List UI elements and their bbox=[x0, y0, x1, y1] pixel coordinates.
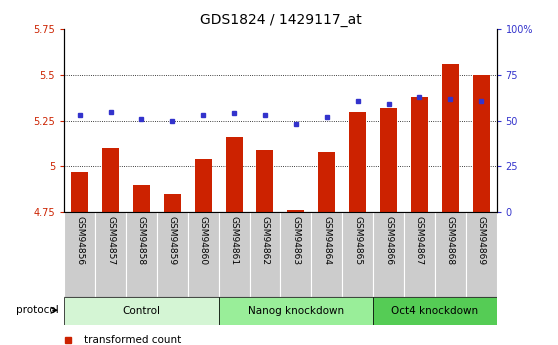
Text: GSM94865: GSM94865 bbox=[353, 216, 362, 266]
Bar bbox=[280, 212, 311, 297]
Bar bbox=[287, 210, 304, 345]
Bar bbox=[157, 212, 187, 297]
Text: transformed count: transformed count bbox=[84, 335, 181, 345]
Bar bbox=[442, 64, 459, 345]
Bar bbox=[257, 150, 273, 345]
Bar bbox=[164, 194, 181, 345]
Bar bbox=[435, 212, 466, 297]
Bar bbox=[102, 148, 119, 345]
Bar bbox=[126, 212, 157, 297]
Bar bbox=[411, 97, 428, 345]
Text: GSM94861: GSM94861 bbox=[229, 216, 239, 266]
Bar bbox=[187, 212, 219, 297]
Bar bbox=[311, 212, 342, 297]
Bar bbox=[342, 212, 373, 297]
Text: protocol: protocol bbox=[16, 305, 59, 315]
Bar bbox=[380, 108, 397, 345]
Bar bbox=[219, 212, 249, 297]
Text: GSM94869: GSM94869 bbox=[477, 216, 485, 266]
Bar bbox=[64, 212, 95, 297]
Text: GSM94857: GSM94857 bbox=[106, 216, 115, 266]
Text: GSM94858: GSM94858 bbox=[137, 216, 146, 266]
Bar bbox=[349, 112, 366, 345]
Bar bbox=[71, 172, 88, 345]
Bar bbox=[466, 212, 497, 297]
Bar bbox=[64, 297, 219, 325]
Bar bbox=[404, 212, 435, 297]
Text: Oct4 knockdown: Oct4 knockdown bbox=[391, 306, 478, 316]
Bar bbox=[133, 185, 150, 345]
Bar bbox=[225, 137, 243, 345]
Text: GSM94863: GSM94863 bbox=[291, 216, 300, 266]
Text: GSM94860: GSM94860 bbox=[199, 216, 208, 266]
Bar bbox=[249, 212, 280, 297]
Bar bbox=[219, 297, 373, 325]
Bar bbox=[95, 212, 126, 297]
Text: Control: Control bbox=[122, 306, 160, 316]
Bar bbox=[195, 159, 211, 345]
Text: Nanog knockdown: Nanog knockdown bbox=[248, 306, 344, 316]
Text: GSM94859: GSM94859 bbox=[168, 216, 177, 266]
Bar bbox=[473, 75, 490, 345]
Bar bbox=[318, 152, 335, 345]
Text: GSM94868: GSM94868 bbox=[446, 216, 455, 266]
Bar bbox=[373, 297, 497, 325]
Title: GDS1824 / 1429117_at: GDS1824 / 1429117_at bbox=[200, 13, 361, 27]
Text: GSM94867: GSM94867 bbox=[415, 216, 424, 266]
Text: GSM94866: GSM94866 bbox=[384, 216, 393, 266]
Text: GSM94862: GSM94862 bbox=[261, 216, 270, 265]
Text: GSM94864: GSM94864 bbox=[322, 216, 331, 265]
Bar bbox=[373, 212, 404, 297]
Text: GSM94856: GSM94856 bbox=[75, 216, 84, 266]
